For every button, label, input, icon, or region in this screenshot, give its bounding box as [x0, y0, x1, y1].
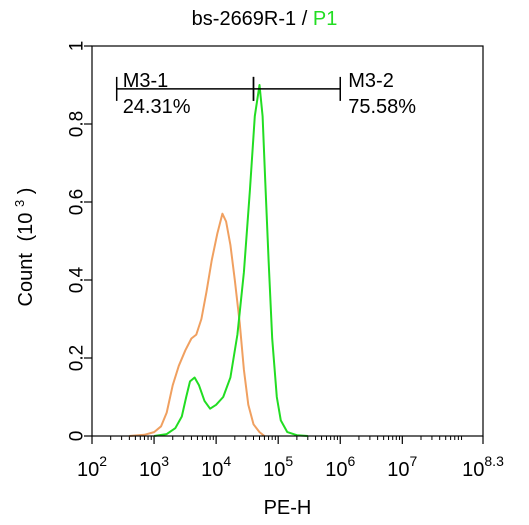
x-tick-label-base: 10: [201, 459, 223, 481]
x-tick-label-exp: 3: [161, 453, 169, 469]
y-tick-label: 0.4: [67, 266, 88, 293]
x-tick-label-exp: 2: [99, 453, 107, 469]
y-tick-label: 0.6: [67, 189, 88, 215]
x-tick-label: 106: [325, 453, 355, 481]
x-tick-label-base: 10: [325, 459, 347, 481]
marker-percent: 75.58%: [348, 96, 416, 118]
x-tick-label-exp: 8.3: [484, 453, 504, 469]
y-tick-label: 0.2: [67, 345, 88, 371]
series-layer: [129, 84, 308, 437]
x-tick-label: 103: [139, 453, 169, 481]
x-tick-label: 104: [201, 453, 231, 481]
chart-title-gate: P1: [312, 8, 338, 30]
x-tick-label: 107: [387, 453, 417, 481]
y-axis-label: Count (10 3 ): [7, 188, 37, 307]
y-tick-label: 1: [67, 41, 88, 52]
y-axis-label-main: Count: [15, 253, 37, 307]
x-tick-label-base: 10: [462, 459, 484, 481]
x-axis-label: PE-H: [264, 497, 312, 519]
series-line-2: [153, 84, 308, 437]
x-tick-label-exp: 5: [285, 453, 293, 469]
chart-title: bs-2669R-1 / P1: [0, 8, 529, 31]
y-tick-label: 0: [67, 431, 88, 442]
x-tick-label-base: 10: [387, 459, 409, 481]
x-tick-label: 108.3: [462, 453, 504, 481]
plot-frame: [91, 45, 484, 437]
x-tick-label: 105: [263, 453, 293, 481]
marker-percent: 24.31%: [123, 96, 191, 118]
chart-title-separator: /: [301, 8, 308, 30]
x-tick-label-base: 10: [77, 459, 99, 481]
marker-layer: M3-1 24.31% M3-2 75.58%: [115, 70, 416, 118]
y-axis-label-unit: (10: [15, 213, 37, 242]
x-tick-label-base: 10: [139, 459, 161, 481]
x-tick-label-base: 10: [263, 459, 285, 481]
marker-name: M3-1: [123, 70, 169, 92]
y-axis-label-unit-exp: 3: [12, 200, 27, 207]
x-tick-label-exp: 6: [347, 453, 355, 469]
chart-title-sample: bs-2669R-1: [191, 8, 297, 30]
y-tick-label: 0.8: [67, 111, 88, 137]
x-tick-label-exp: 4: [223, 453, 231, 469]
x-tick-label-exp: 7: [410, 453, 418, 469]
y-axis-label-unit-close: ): [15, 188, 37, 195]
marker-name: M3-2: [348, 70, 394, 92]
series-line-1: [129, 212, 266, 437]
svg-text:Count (10 3: Count (10 3 ): [7, 188, 37, 307]
x-tick-label: 102: [77, 453, 107, 481]
